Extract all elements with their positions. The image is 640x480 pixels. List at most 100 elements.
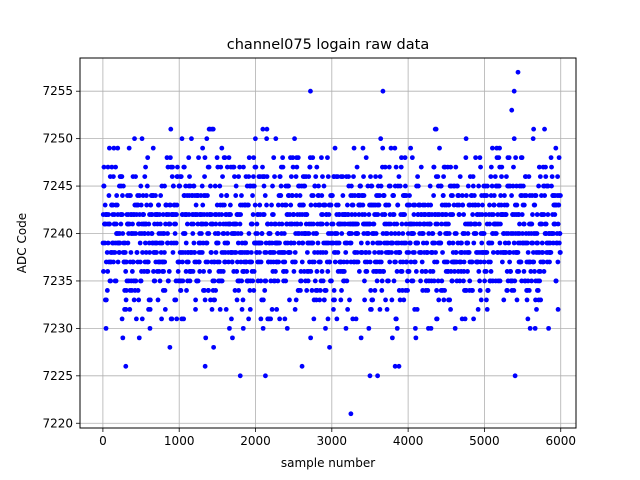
data-point (147, 325, 153, 331)
plot-frame (79, 57, 577, 429)
data-point (132, 136, 137, 142)
data-point (476, 183, 482, 189)
data-point (483, 212, 489, 217)
data-point (244, 269, 250, 274)
data-point (310, 155, 316, 161)
data-point (108, 278, 114, 284)
data-point (262, 193, 268, 198)
data-point (393, 164, 399, 170)
data-point (529, 221, 535, 227)
data-point (240, 325, 246, 331)
data-point (172, 231, 178, 236)
data-point (157, 212, 162, 217)
data-point (284, 325, 290, 331)
data-point (545, 212, 551, 217)
x-tick-label: 5000 (469, 434, 500, 448)
data-point (218, 164, 224, 170)
data-point (403, 240, 409, 246)
data-point (556, 202, 562, 208)
data-point (115, 259, 121, 265)
data-point (490, 212, 496, 217)
data-point (311, 316, 317, 322)
data-point (225, 231, 230, 236)
data-point (351, 174, 356, 179)
data-point (141, 212, 147, 217)
data-point (315, 240, 321, 246)
data-point (435, 174, 441, 179)
data-point (251, 155, 257, 161)
data-point (355, 221, 360, 227)
data-point (101, 164, 107, 170)
data-point (310, 221, 316, 227)
data-point (484, 297, 489, 303)
data-point (483, 269, 489, 274)
data-point (175, 164, 180, 170)
data-point (532, 202, 538, 208)
data-point (174, 202, 180, 208)
data-point (434, 316, 440, 322)
data-point (171, 183, 176, 189)
data-point (238, 231, 244, 236)
data-point (118, 221, 124, 227)
data-point (114, 202, 120, 208)
data-point (271, 250, 277, 255)
data-point (477, 278, 483, 284)
data-point (356, 269, 362, 274)
y-tick-label: 7230 (42, 321, 73, 335)
data-point (541, 212, 547, 217)
data-point (221, 202, 227, 208)
data-point (136, 335, 142, 341)
data-point (463, 136, 469, 142)
data-point (268, 221, 274, 227)
data-point (452, 325, 458, 331)
data-point (317, 297, 323, 303)
data-point (211, 344, 217, 350)
data-point (391, 193, 396, 198)
data-point (119, 174, 125, 179)
data-point (349, 183, 354, 189)
data-point (498, 221, 503, 227)
data-point (226, 259, 231, 265)
data-point (402, 212, 407, 217)
data-point (320, 174, 325, 179)
data-point (508, 269, 514, 274)
data-point (142, 240, 148, 246)
data-point (280, 155, 286, 161)
data-point (104, 250, 110, 255)
data-point (475, 307, 481, 312)
data-point (380, 145, 386, 151)
data-point (536, 164, 542, 170)
data-point (308, 335, 314, 341)
data-point-outlier (375, 373, 380, 379)
data-point (304, 212, 310, 217)
data-point (280, 164, 286, 170)
data-point (139, 316, 145, 322)
data-point (549, 174, 555, 179)
data-point (139, 136, 145, 142)
data-point (137, 240, 143, 246)
data-point (549, 183, 554, 189)
data-point (332, 145, 338, 151)
data-point (366, 325, 372, 331)
data-point (105, 269, 111, 274)
data-point (107, 145, 112, 151)
chart-title: channel075 logain raw data (227, 37, 429, 53)
data-point (144, 193, 149, 198)
data-point (488, 164, 494, 170)
data-point (471, 240, 477, 246)
data-point (491, 202, 497, 208)
data-point (507, 259, 513, 265)
data-point (446, 231, 452, 236)
data-point (378, 183, 384, 189)
data-point (287, 212, 293, 217)
data-point (379, 278, 385, 284)
data-point (243, 259, 249, 265)
data-point (186, 212, 192, 217)
data-point (482, 278, 488, 284)
data-point (478, 297, 484, 303)
data-point (376, 202, 382, 208)
data-point (513, 155, 519, 161)
y-tick-label: 7255 (42, 84, 73, 98)
data-point (212, 297, 218, 303)
data-point (470, 183, 476, 189)
